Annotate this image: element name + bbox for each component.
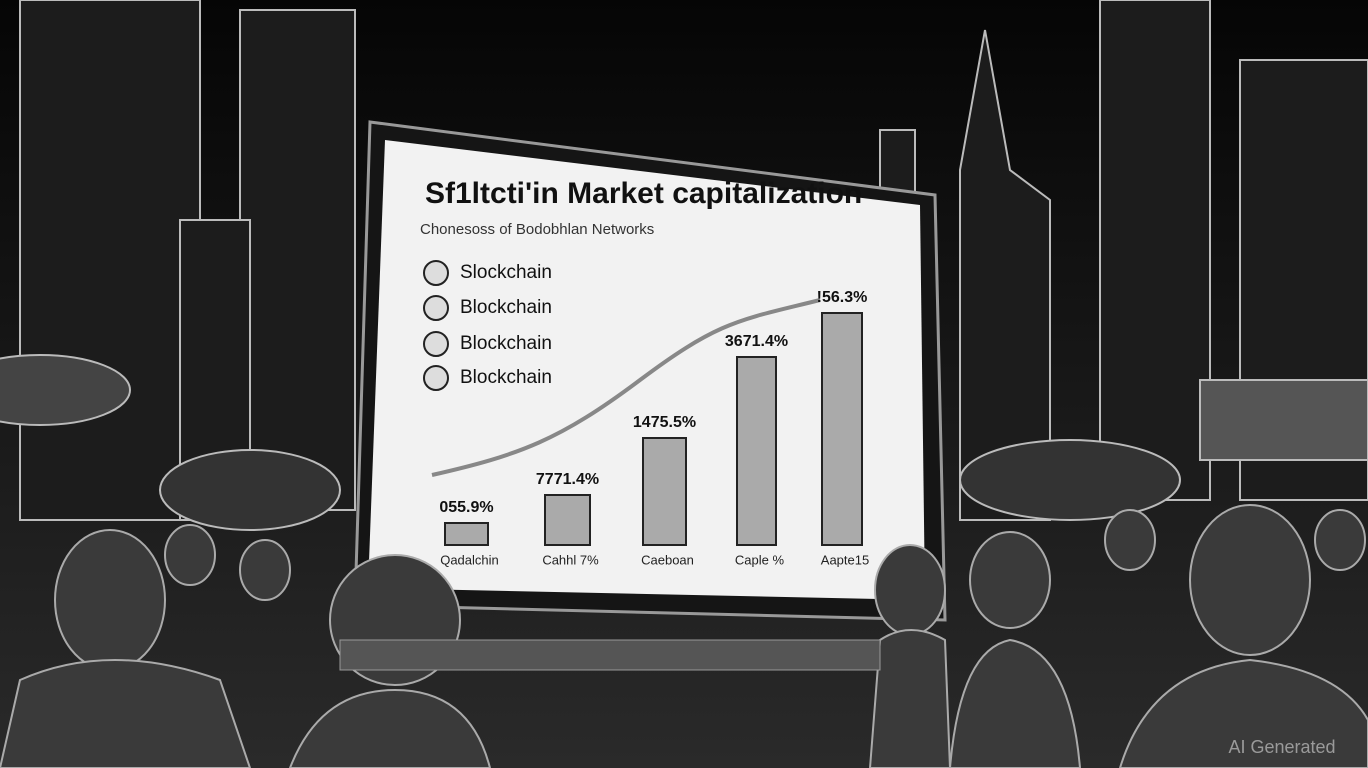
legend-label: Blockchain: [460, 333, 552, 354]
crowd: [0, 504, 1368, 768]
trend-line: [431, 298, 821, 477]
category-label: Cahhl 7%: [542, 552, 599, 567]
legend: Slockchain Blockchain Blockchain Blockchain: [423, 260, 552, 391]
buildings: [0, 0, 1368, 531]
bar-label: !56.3%: [817, 289, 868, 306]
category-label: Aapte15: [821, 552, 869, 567]
chart-subtitle: Chonesoss of Bodobhlan Networks: [420, 221, 654, 238]
category-label: Caple %: [735, 552, 785, 567]
legend-icon: [423, 260, 449, 286]
bar: [544, 494, 591, 546]
legend-icon: [423, 365, 449, 391]
bar-label: 7771.4%: [536, 471, 599, 488]
bar-group: 055.9% Qadalchin 7771.4% Cahhl 7% 1475.5% Cae…: [439, 289, 869, 567]
bar-label: 3671.4%: [725, 333, 788, 350]
legend-label: Blockchain: [460, 367, 552, 388]
watermark: AI Generated: [1228, 737, 1335, 757]
legend-icon: [423, 331, 449, 357]
legend-icon: [423, 295, 449, 321]
bar: [444, 522, 489, 546]
railing: [339, 639, 881, 671]
chart-title: Sf1ltcti'in Market capitalization: [425, 177, 862, 210]
category-label: Qadalchin: [440, 552, 499, 567]
bar: [642, 437, 687, 546]
category-label: Caeboan: [641, 552, 694, 567]
bar-label: 055.9%: [439, 499, 493, 516]
bar: [821, 312, 863, 546]
legend-label: Slockchain: [460, 262, 552, 283]
bar-label: 1475.5%: [633, 414, 696, 431]
billboard-screen: [368, 140, 925, 600]
legend-label: Blockchain: [460, 297, 552, 318]
bar: [736, 356, 777, 546]
